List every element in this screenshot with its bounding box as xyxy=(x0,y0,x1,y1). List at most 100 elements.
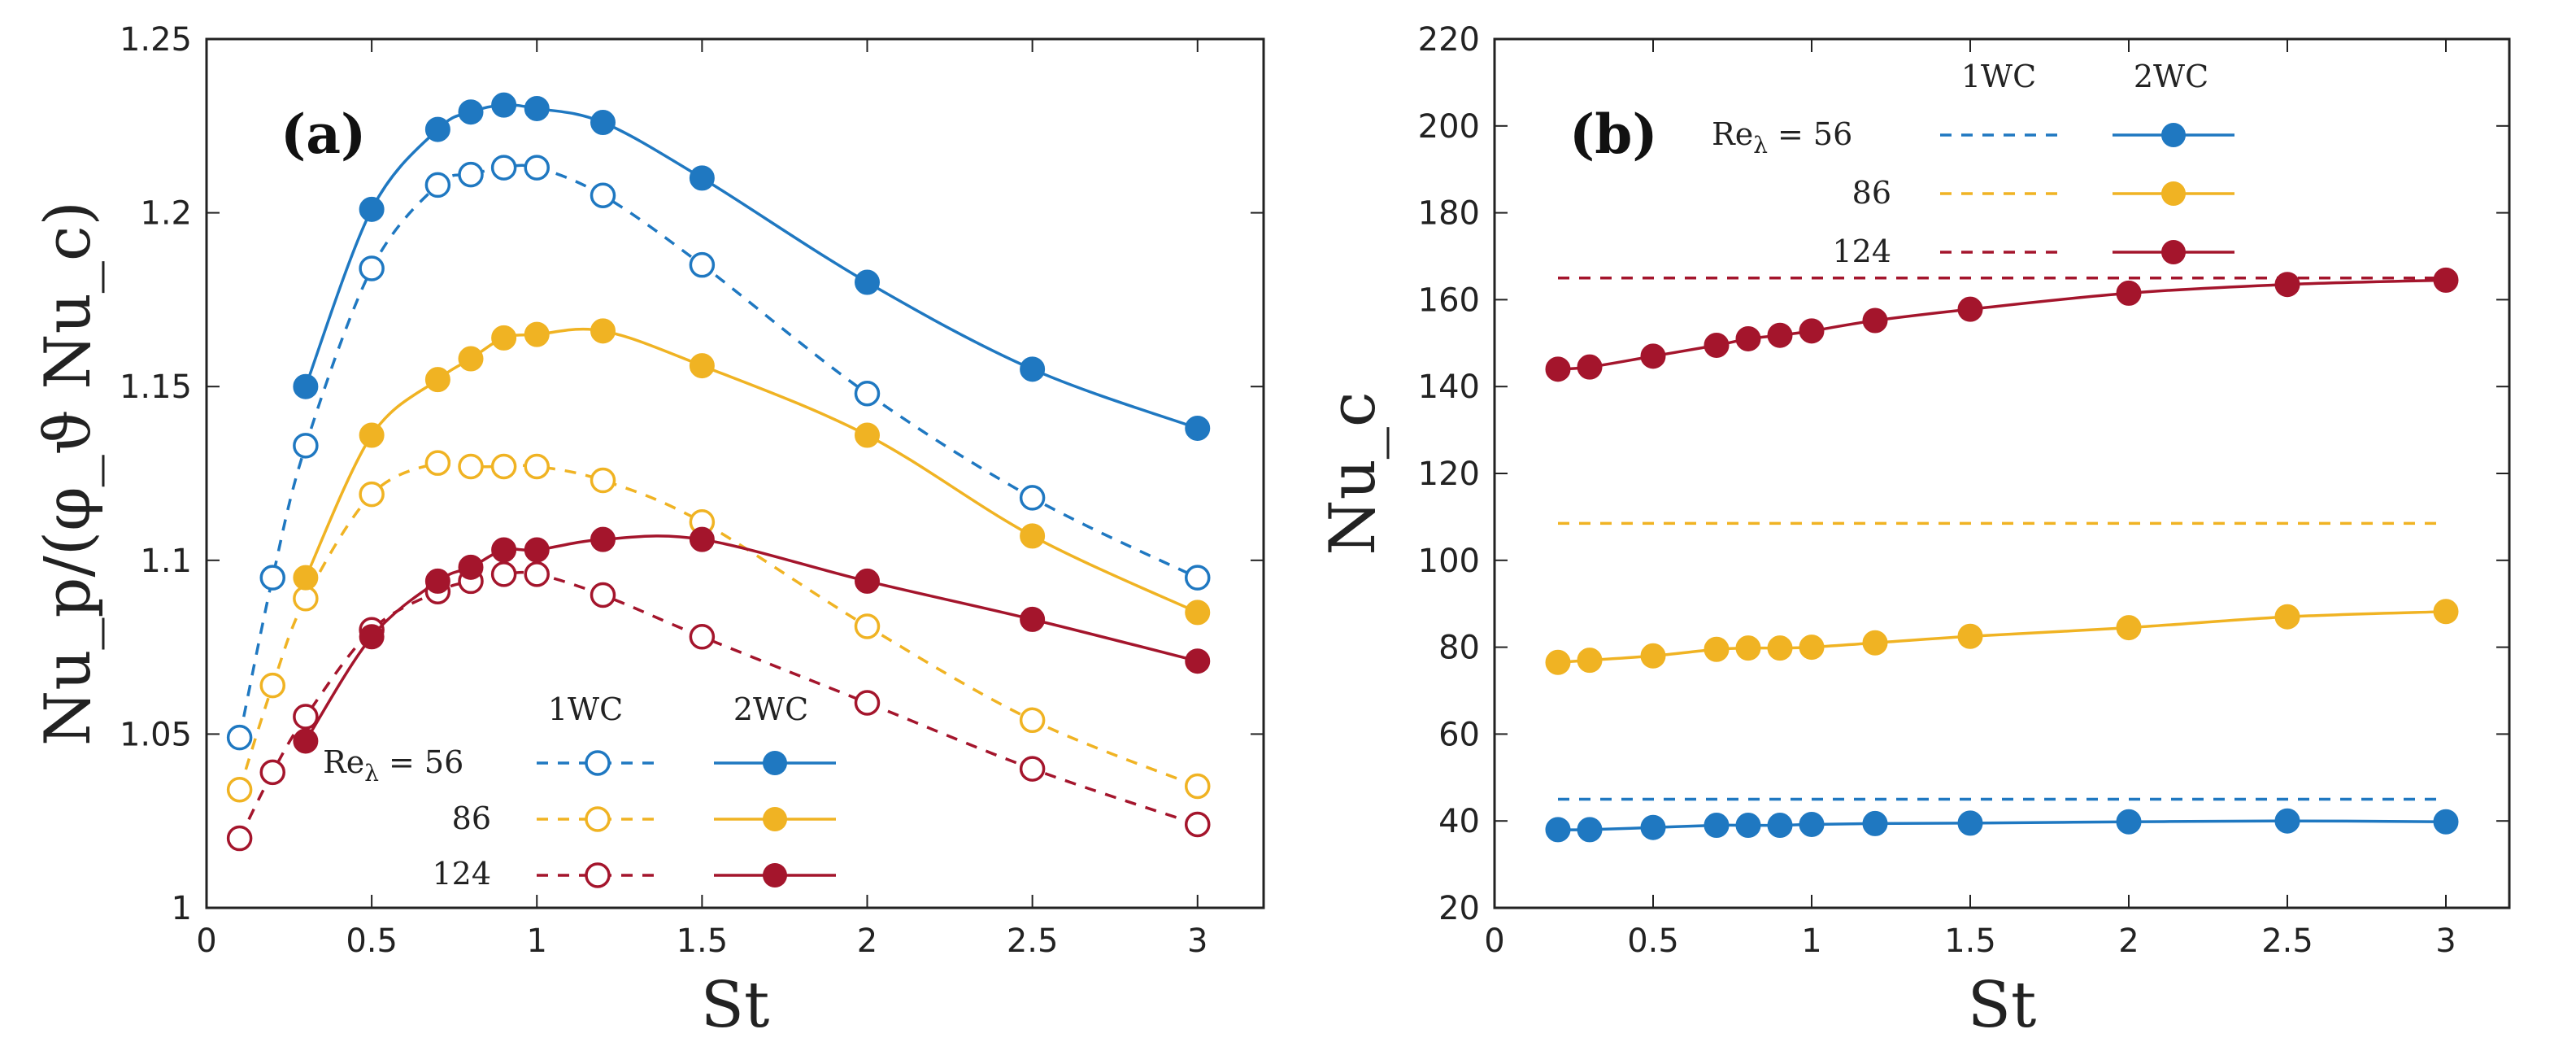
panel-a-data-point-open xyxy=(490,453,517,480)
panel-a-data-point-open xyxy=(226,825,253,852)
panel-a-data-point-open xyxy=(424,172,451,198)
panel-b-data-point xyxy=(2274,604,2300,630)
legend-b-col-2wc: 2WC xyxy=(2134,59,2208,94)
panel-a-data-point-open xyxy=(689,624,716,650)
panel-b-series-5 xyxy=(1545,267,2459,382)
panel-b-xtick-label: 3 xyxy=(2435,922,2456,960)
panel-b-label: (b) xyxy=(1569,102,1658,166)
panel-b-xtick-label: 1 xyxy=(1801,922,1821,960)
legend-b-2wc-marker-56 xyxy=(2161,123,2186,147)
panel-a-data-point-open xyxy=(590,182,616,208)
panel-b-xtick-label: 2.5 xyxy=(2261,922,2313,960)
panel-a-data-point-open xyxy=(359,481,385,508)
panel-a-data-point xyxy=(590,526,616,552)
legend-b-col-1wc: 1WC xyxy=(1961,59,2036,94)
panel-a-data-point xyxy=(1185,600,1211,626)
panel-b-data-point xyxy=(2433,267,2459,293)
panel-a-data-point xyxy=(458,99,484,125)
legend-b-row-56: = 56 xyxy=(1778,116,1852,152)
legend-b-re-prefix: Reλ xyxy=(1712,116,1768,159)
panel-b-data-point xyxy=(1799,318,1825,344)
panel-a-data-point-open xyxy=(490,561,517,587)
panel-a-data-point xyxy=(689,165,715,191)
panel-b-ytick-label: 20 xyxy=(1438,890,1480,927)
panel-a-frame xyxy=(205,37,1265,909)
panel-b-data-point xyxy=(1735,325,1761,351)
panel-a-data-point xyxy=(590,110,616,136)
panel-b-data-point xyxy=(1957,296,1983,322)
legend-a-1wc-marker-86 xyxy=(585,806,611,832)
panel-b-data-point xyxy=(2433,599,2459,625)
legend-a-1wc-marker-56 xyxy=(585,750,611,776)
panel-b-data-point xyxy=(1545,356,1571,382)
panel-a-data-point xyxy=(1020,523,1046,549)
legend-b-row-124: 124 xyxy=(1832,233,1891,269)
panel-b-legend: 1WC 2WC Reλ = 56 86 124 xyxy=(1712,59,2234,269)
panel-a-data-point xyxy=(855,422,880,448)
panel-b-data-point xyxy=(1545,817,1571,843)
panel-b-data-point xyxy=(2274,272,2300,298)
panel-a-data-point xyxy=(424,116,450,142)
panel-a-data-point xyxy=(524,321,550,347)
panel-a-data-point-open xyxy=(1185,811,1211,838)
panel-a-data-point-open xyxy=(1019,707,1046,734)
panel-b-data-point xyxy=(1577,817,1603,843)
panel-a-data-point-open xyxy=(259,672,285,699)
panel-b-data-point xyxy=(1640,643,1666,669)
legend-b-row-86: 86 xyxy=(1852,175,1891,211)
panel-a-ylabel-group: Nu_p/(φ_ϑ Nu_c) xyxy=(32,201,105,746)
panel-b-ytick-label: 180 xyxy=(1418,195,1480,233)
panel-b-data-point xyxy=(2116,809,2142,835)
panel-a-data-point-open xyxy=(590,467,616,494)
panel-b-ytick-label: 80 xyxy=(1438,630,1480,667)
panel-b-ytick-label: 120 xyxy=(1418,456,1480,493)
legend-a-2wc-marker-124 xyxy=(763,863,787,887)
panel-b-data-point xyxy=(1704,813,1730,839)
panel-b-series-4 xyxy=(1545,599,2459,675)
panel-a-data-point xyxy=(359,422,385,448)
legend-a-1wc-marker-124 xyxy=(585,862,611,888)
legend-a-row-56: = 56 xyxy=(389,744,463,780)
panel-a-data-point xyxy=(293,565,319,591)
panel-a-series-0 xyxy=(226,155,1211,751)
panel-a-data-point-open xyxy=(259,565,285,591)
panel-a-ticks: 0 0.5 1 1.5 2 2.5 3 1 1.05 1.1 1.15 1.2 1.25 xyxy=(120,21,1264,960)
panel-a-data-point-open xyxy=(490,155,517,181)
panel-b-data-point xyxy=(1799,635,1825,661)
panel-a-data-point xyxy=(491,325,517,351)
panel-b-data-point xyxy=(1704,332,1730,358)
panel-a-data-point xyxy=(855,269,880,295)
panel-a-data-point xyxy=(458,554,484,580)
panel-a-legend: 1WC 2WC Reλ = 56 86 124 xyxy=(323,691,836,892)
panel-b-series-3 xyxy=(1545,808,2459,843)
panel-a-data-point xyxy=(524,95,550,121)
panel-a-data-point xyxy=(1185,648,1211,674)
legend-a-2wc-marker-56 xyxy=(763,751,787,775)
panel-a-data-point-open xyxy=(226,777,253,803)
panel-a-ytick-label: 1 xyxy=(172,890,192,927)
panel-a-data-point xyxy=(293,373,319,399)
panel-b-data-point xyxy=(1957,810,1983,836)
panel-b-ylabel: Nu_c xyxy=(1316,391,1390,555)
panel-a-series-3 xyxy=(293,318,1211,626)
panel-a-series-line xyxy=(237,164,1199,739)
legend-a-col-2wc: 2WC xyxy=(733,691,808,727)
panel-b-data-point xyxy=(1767,322,1793,348)
panel-a-series-line xyxy=(238,570,1199,839)
legend-b-2wc-marker-86 xyxy=(2161,181,2186,206)
legend-a-re-prefix: Reλ xyxy=(323,744,379,787)
panel-b-series-line xyxy=(1557,819,2447,831)
panel-a-data-point xyxy=(458,346,484,372)
panel-b-data-point xyxy=(2274,808,2300,834)
panel-a-data-point-open xyxy=(458,161,484,188)
panel-a-ytick-label: 1.2 xyxy=(140,195,192,233)
panel-a-series-line xyxy=(304,103,1199,430)
panel-a-xtick-label: 0 xyxy=(196,922,216,960)
panel-a-data-point xyxy=(524,537,550,563)
panel-a-data-point xyxy=(1020,356,1046,382)
panel-b-xtick-label: 0.5 xyxy=(1627,922,1679,960)
panel-b-data-point xyxy=(1640,343,1666,369)
panel-a-data-point xyxy=(1020,606,1046,632)
legend-a-re: Re xyxy=(323,744,364,780)
